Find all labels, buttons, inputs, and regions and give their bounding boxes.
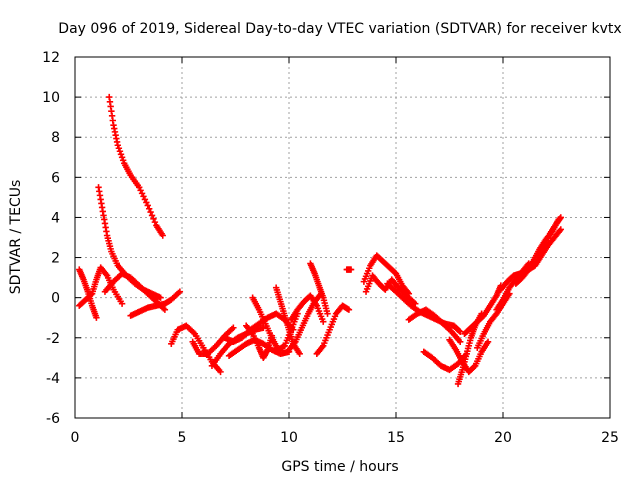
data-point (119, 157, 127, 164)
series-arc-16 (287, 292, 327, 325)
y-tick-label: 0 (51, 291, 60, 307)
x-tick-label: 0 (71, 430, 80, 446)
series-arc-23 (405, 306, 464, 345)
series-arc-3 (76, 266, 100, 321)
data-point (151, 218, 159, 226)
series-arc-1 (106, 93, 166, 239)
data-point (115, 145, 123, 152)
data-point (470, 363, 478, 371)
data-point (147, 208, 154, 216)
data-point (161, 306, 169, 313)
x-tick-labels: 0 5 10 15 20 25 (71, 430, 619, 446)
data-point (118, 300, 126, 307)
data-point (157, 294, 164, 301)
y-tick-label: -4 (46, 371, 60, 387)
data-points (76, 93, 564, 388)
data-point (150, 215, 157, 222)
data-point (324, 310, 331, 317)
y-tick-label: 12 (42, 50, 60, 66)
plot-frame (74, 56, 611, 419)
data-point (217, 368, 224, 376)
data-point (320, 318, 327, 325)
y-tick-label: 6 (51, 170, 60, 186)
y-axis-label: SDTVAR / TECUs (8, 180, 24, 295)
data-point (144, 202, 151, 209)
series-arc-18 (313, 302, 353, 358)
series-arc-20 (360, 252, 413, 297)
data-point (93, 314, 100, 321)
series-arc-6 (127, 288, 184, 319)
data-point (345, 306, 353, 313)
x-tick-label: 10 (280, 430, 298, 446)
data-point (484, 338, 492, 345)
y-tick-label: 4 (51, 210, 60, 226)
data-point (159, 232, 166, 239)
data-point (457, 328, 464, 335)
y-tick-label: 2 (51, 251, 60, 267)
data-point (117, 151, 125, 158)
y-tick-label: -6 (46, 411, 60, 427)
data-point (230, 324, 237, 331)
series-arc-13 (249, 294, 301, 354)
y-tick-label: 10 (42, 90, 60, 106)
data-point (457, 338, 464, 345)
data-point (87, 291, 95, 298)
data-point (176, 288, 184, 295)
x-axis-label: GPS time / hours (281, 459, 398, 475)
data-point (557, 226, 564, 233)
data-point (296, 350, 303, 358)
series-arc-27 (461, 282, 505, 337)
data-point (145, 205, 153, 212)
x-tick-label: 25 (601, 430, 619, 446)
series-arc-32 (534, 214, 564, 261)
data-point (557, 214, 564, 221)
data-point (114, 142, 121, 149)
series-arc-8 (189, 324, 237, 358)
y-tick-labels: -6 -4 -2 0 2 4 6 8 10 12 (42, 50, 60, 427)
grid-lines (75, 57, 610, 418)
series-arc-31 (512, 226, 564, 287)
data-point (116, 148, 124, 155)
series-arc-19 (343, 266, 355, 273)
series-arc-17 (307, 260, 331, 317)
series-arc-4 (76, 264, 126, 309)
y-tick-label: 8 (51, 130, 60, 146)
x-tick-label: 15 (387, 430, 405, 446)
x-tick-label: 20 (494, 430, 512, 446)
series-arc-2 (95, 184, 164, 301)
y-tick-label: -2 (46, 331, 60, 347)
axis-ticks (74, 56, 611, 419)
x-tick-label: 5 (178, 430, 187, 446)
data-point (118, 154, 126, 161)
series-arc-14 (272, 284, 303, 358)
data-point (455, 327, 463, 334)
data-point (148, 212, 156, 219)
chart-title: Day 096 of 2019, Sidereal Day-to-day VTE… (58, 21, 621, 37)
data-point (347, 266, 355, 273)
